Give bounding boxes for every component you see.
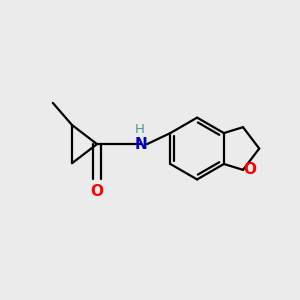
Text: O: O — [243, 162, 256, 177]
Text: H: H — [135, 123, 145, 136]
Text: N: N — [135, 136, 148, 152]
Text: O: O — [91, 184, 103, 199]
